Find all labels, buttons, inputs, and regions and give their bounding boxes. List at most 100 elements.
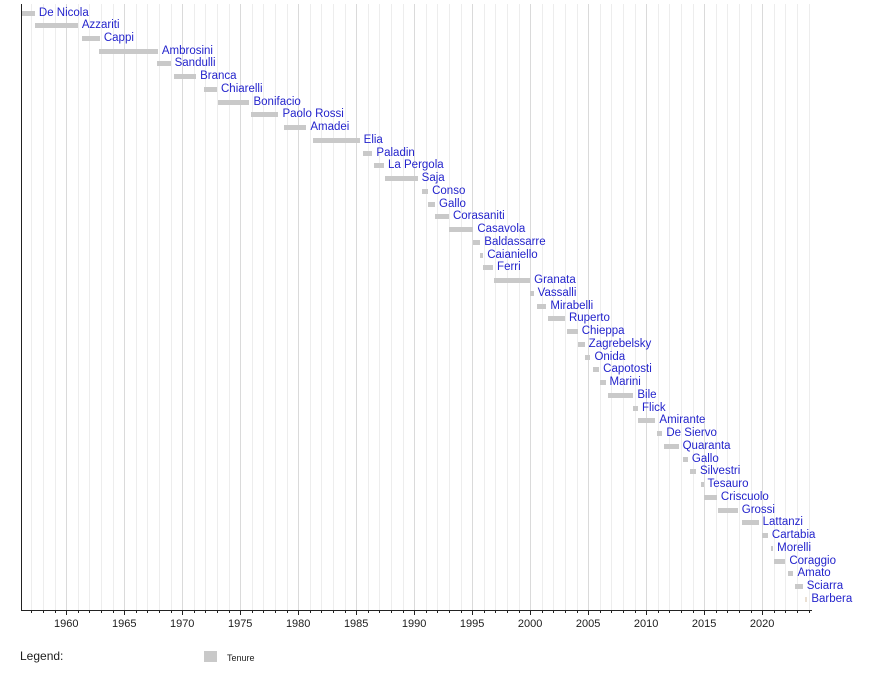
person-label: Criscuolo xyxy=(720,490,769,503)
tenure-bar xyxy=(742,520,759,526)
axis-tick-minor xyxy=(808,610,810,613)
gridline-major xyxy=(472,4,474,610)
person-label: Zagrebelsky xyxy=(588,337,652,350)
gridline-minor xyxy=(785,4,787,610)
gridline-major xyxy=(646,4,648,610)
axis-tick-minor xyxy=(541,610,543,613)
gridline-minor xyxy=(495,4,497,610)
axis-tick-major xyxy=(762,610,764,615)
tenure-bar xyxy=(547,316,565,322)
gridline-major xyxy=(356,4,358,610)
gridline-major xyxy=(414,4,416,610)
axis-tick-minor xyxy=(135,610,137,613)
gridline-minor xyxy=(286,4,288,610)
person-label: Paladin xyxy=(376,146,415,159)
tenure-bar xyxy=(473,239,481,245)
person-label: Cappi xyxy=(103,31,134,44)
tenure-bar xyxy=(633,405,638,411)
person-label: Conso xyxy=(432,184,466,197)
x-tick-label: 2000 xyxy=(517,618,543,630)
person-label: Cartabia xyxy=(771,529,816,542)
plot-area: 1960 1965 1970 1975 1980 1985 1990 1995 2000 2005… xyxy=(21,4,853,630)
gridline-minor xyxy=(147,4,149,610)
gridline-minor xyxy=(634,4,636,610)
tenure-bar xyxy=(787,571,794,577)
gridline-minor xyxy=(669,4,671,610)
tenure-bar xyxy=(607,392,634,398)
person-label: De Siervo xyxy=(666,427,717,440)
person-label: Barbera xyxy=(811,592,853,605)
axis-tick-minor xyxy=(680,610,682,613)
axis-tick-major xyxy=(66,610,68,615)
gridline-minor xyxy=(553,4,555,610)
person-label: Onida xyxy=(594,350,626,363)
tenure-bar xyxy=(592,367,600,373)
gridline-minor xyxy=(89,4,91,610)
x-tick-label: 1970 xyxy=(169,618,195,630)
axis-tick-minor xyxy=(263,610,265,613)
person-label: Morelli xyxy=(777,541,812,554)
gridline-minor xyxy=(217,4,218,610)
y-axis-line xyxy=(21,4,22,610)
person-label: De Nicola xyxy=(38,6,89,19)
gridline-minor xyxy=(193,4,195,610)
axis-tick-minor xyxy=(43,610,45,613)
axis-tick-minor xyxy=(506,610,508,613)
gridline-minor xyxy=(251,4,253,610)
axis-tick-minor xyxy=(367,610,369,613)
axis-tick-minor xyxy=(112,610,114,613)
gridline-minor xyxy=(437,4,439,610)
person-label: Gallo xyxy=(691,452,719,465)
axis-tick-minor xyxy=(275,610,276,613)
person-label: Silvestri xyxy=(700,465,741,478)
axis-tick-major xyxy=(124,610,126,615)
axis-tick-minor xyxy=(553,610,555,613)
tenure-bar xyxy=(218,99,250,105)
axis-tick-major xyxy=(298,610,300,615)
gridline-major xyxy=(762,4,764,610)
axis-tick-minor xyxy=(727,610,729,613)
axis-tick-major xyxy=(356,610,358,615)
gridline-minor xyxy=(332,4,334,610)
tenure-bar xyxy=(656,431,663,437)
gridline-minor xyxy=(564,4,566,610)
gridline-minor xyxy=(506,4,508,610)
person-label: La Pergola xyxy=(388,159,444,172)
gridline-minor xyxy=(228,4,230,610)
gridline-minor xyxy=(425,4,427,610)
axis-tick-minor xyxy=(495,610,497,613)
axis-tick-minor xyxy=(89,610,91,613)
tenure-bar xyxy=(700,482,704,488)
tenure-bar xyxy=(599,380,606,386)
axis-tick-minor xyxy=(634,610,636,613)
axis-tick-minor xyxy=(576,610,578,613)
tenure-bar xyxy=(663,443,679,449)
axis-tick-minor xyxy=(750,610,752,613)
person-label: Quaranta xyxy=(682,439,731,452)
person-label: Tesauro xyxy=(707,478,749,491)
legend-title: Legend: xyxy=(20,649,64,663)
tenure-bar xyxy=(82,35,100,41)
axis-tick-minor xyxy=(77,610,79,613)
gridline-minor xyxy=(205,4,207,610)
tenure-bar xyxy=(483,265,494,271)
x-tick-label: 1995 xyxy=(459,618,485,630)
axis-tick-minor xyxy=(332,610,334,613)
tenure-bar xyxy=(718,507,738,513)
tenure-bar xyxy=(174,74,197,80)
person-label: Amadei xyxy=(310,121,350,134)
person-label: Ferri xyxy=(497,261,521,274)
axis-tick-minor xyxy=(205,610,207,613)
axis-tick-minor xyxy=(217,610,218,613)
person-label: Chiarelli xyxy=(221,82,263,95)
tenure-bar xyxy=(703,494,717,500)
x-axis-line xyxy=(21,610,812,611)
axis-tick-minor xyxy=(309,610,311,613)
gridline-major xyxy=(298,4,300,610)
person-label: Capotosti xyxy=(603,363,652,376)
gridline-major xyxy=(530,4,532,610)
person-label: Azzariti xyxy=(81,19,120,32)
person-label: Chieppa xyxy=(581,325,625,338)
tenure-bar xyxy=(638,418,656,424)
tenure-bar xyxy=(805,596,808,602)
